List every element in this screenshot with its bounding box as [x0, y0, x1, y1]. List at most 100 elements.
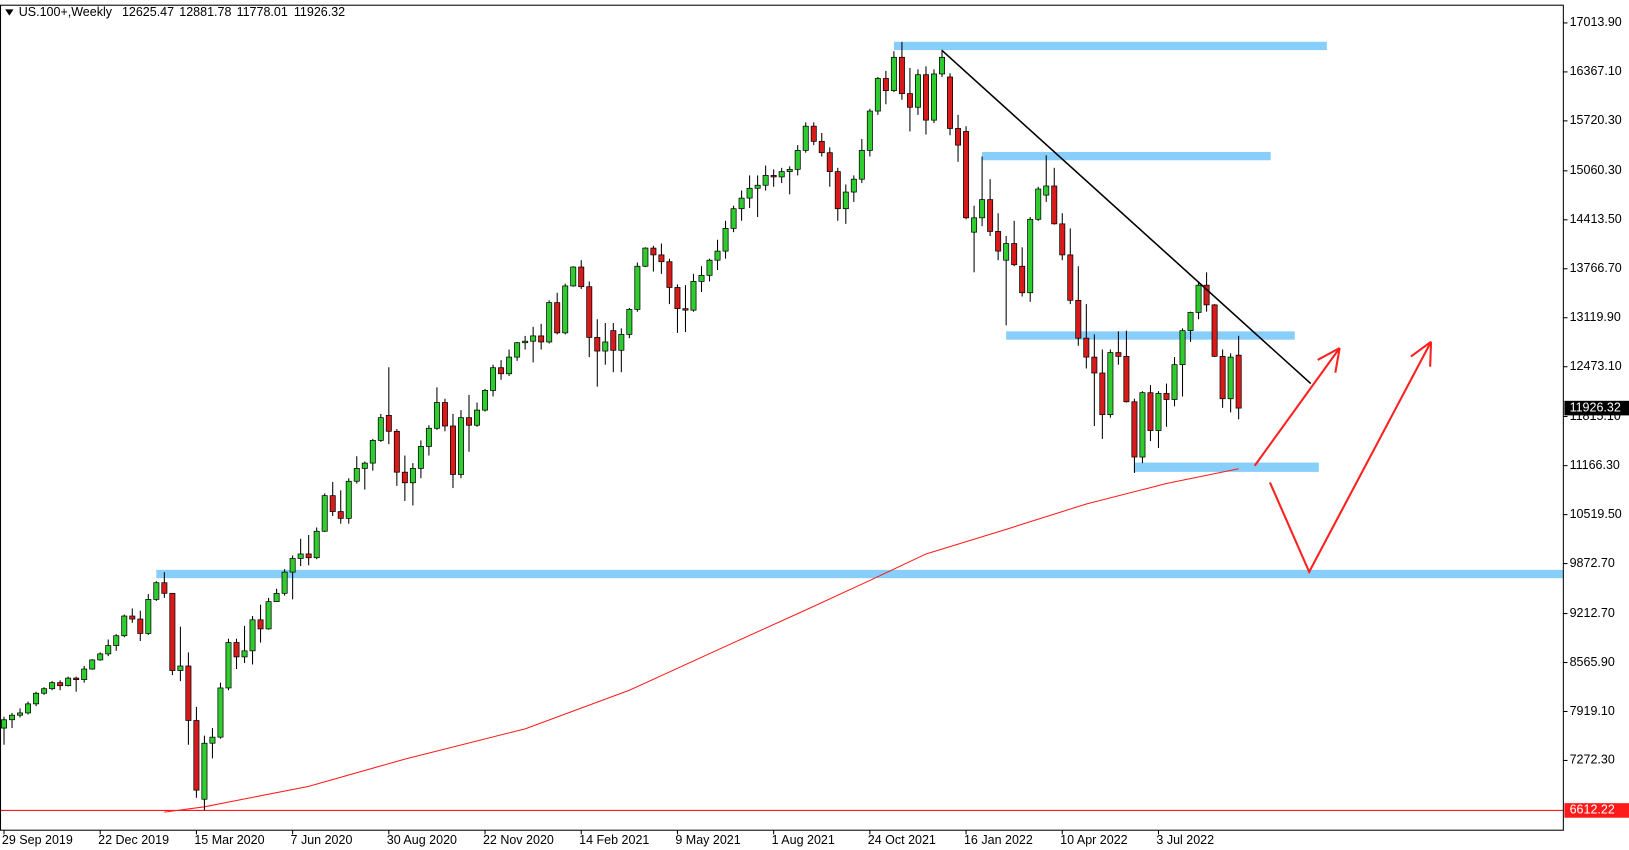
- y-tick-label: 13119.90: [1570, 310, 1621, 324]
- level-price-box: [1564, 803, 1629, 818]
- candle-body: [931, 73, 937, 121]
- candle-body: [754, 184, 761, 189]
- candle-body: [610, 330, 617, 351]
- x-tick-label: 14 Feb 2021: [579, 833, 649, 847]
- candle-body: [1099, 372, 1106, 416]
- candle-body: [385, 415, 392, 432]
- candle-body: [209, 736, 216, 744]
- candle-body: [1059, 223, 1066, 256]
- y-tick-label: 15060.30: [1570, 163, 1622, 177]
- candle-body: [738, 197, 745, 210]
- candle-body: [874, 78, 881, 112]
- candle-body: [1203, 284, 1210, 306]
- candle-body: [586, 286, 593, 338]
- candle-body: [650, 247, 657, 256]
- arrow-head: [1410, 340, 1433, 367]
- y-tick-label: 16367.10: [1570, 64, 1622, 78]
- candle-body: [490, 367, 497, 391]
- candle-body: [265, 601, 272, 630]
- arrow-head: [1317, 347, 1341, 373]
- x-tick-label: 3 Jul 2022: [1156, 833, 1214, 847]
- candle-body: [425, 427, 432, 447]
- zone: [156, 569, 1564, 579]
- candle-body: [345, 480, 352, 519]
- candle-body: [1171, 364, 1178, 400]
- candle-body: [947, 76, 953, 129]
- candle-body: [9, 714, 15, 721]
- candle-body: [161, 582, 168, 594]
- candle-body: [762, 175, 769, 186]
- x-tick-label: 1 Aug 2021: [772, 833, 835, 847]
- last-price-label: 11926.32: [1570, 400, 1621, 414]
- header-high: 12881.78: [179, 5, 231, 19]
- candle-body: [241, 650, 248, 658]
- x-tick-label: 10 Apr 2022: [1060, 833, 1127, 847]
- candle-body: [313, 530, 320, 559]
- candle-body: [642, 247, 649, 267]
- candle-body: [1035, 188, 1042, 220]
- candle-body: [690, 281, 697, 311]
- candle-body: [361, 462, 368, 469]
- candle-body: [25, 703, 32, 714]
- y-tick-label: 7272.30: [1570, 753, 1615, 767]
- candle-body: [914, 74, 921, 108]
- x-tick-label: 7 Jun 2020: [291, 833, 353, 847]
- candle-body: [1139, 392, 1146, 458]
- y-tick-label: 10519.50: [1570, 507, 1622, 521]
- candle-body: [634, 265, 641, 310]
- candle-body: [377, 417, 384, 441]
- candle-body: [1003, 243, 1010, 261]
- level-price-label: 6612.22: [1570, 803, 1615, 817]
- candle-body: [449, 425, 456, 475]
- candle-body: [971, 217, 978, 233]
- candle-body: [73, 677, 80, 680]
- candle-body: [706, 259, 713, 276]
- y-tick-label: 11166.30: [1570, 458, 1620, 472]
- y-tick-label: 9872.70: [1570, 556, 1615, 570]
- x-tick-label: 29 Sep 2019: [2, 833, 73, 847]
- candle-body: [794, 150, 801, 170]
- projection-arrow: [1253, 347, 1341, 467]
- y-tick-label: 14413.50: [1570, 212, 1622, 226]
- candle-body: [273, 592, 280, 603]
- candle-body: [666, 261, 673, 288]
- candle-body: [97, 653, 104, 661]
- candle-body: [898, 56, 905, 95]
- candle-body: [522, 340, 529, 344]
- zone: [982, 151, 1271, 161]
- candle-body: [225, 642, 232, 689]
- candle-body: [1235, 354, 1242, 409]
- candle-body: [730, 208, 737, 229]
- x-tick-label: 24 Oct 2021: [868, 833, 936, 847]
- candle-body: [321, 495, 328, 532]
- candle-body: [49, 682, 56, 690]
- y-tick-label: 15720.30: [1570, 113, 1622, 127]
- candle-body: [145, 599, 152, 634]
- candle-body: [1075, 299, 1082, 339]
- y-tick-label: 8565.90: [1570, 655, 1615, 669]
- candle-body: [1219, 355, 1226, 400]
- candle-body: [249, 619, 256, 652]
- candle-body: [826, 152, 833, 172]
- candle-body: [233, 642, 240, 658]
- header-close: 11926.32: [294, 5, 345, 19]
- candle-body: [1091, 356, 1098, 374]
- candle-body: [337, 511, 344, 519]
- candle-body: [1107, 352, 1114, 416]
- candle-body: [570, 266, 577, 287]
- candle-body: [193, 720, 200, 791]
- x-tick-label: 22 Nov 2020: [483, 833, 554, 847]
- x-tick-label: 9 May 2021: [675, 833, 740, 847]
- candle-body: [963, 131, 970, 219]
- projection-arrow: [1268, 341, 1432, 575]
- candle-body: [409, 468, 416, 484]
- candle-body: [105, 645, 112, 655]
- menu-triangle[interactable]: [5, 9, 14, 16]
- candle-body: [1147, 392, 1154, 431]
- candle-body: [129, 615, 136, 620]
- candle-body: [417, 446, 424, 469]
- candle-body: [281, 571, 288, 594]
- candle-body: [81, 668, 88, 680]
- y-tick-label: 17013.90: [1570, 15, 1622, 29]
